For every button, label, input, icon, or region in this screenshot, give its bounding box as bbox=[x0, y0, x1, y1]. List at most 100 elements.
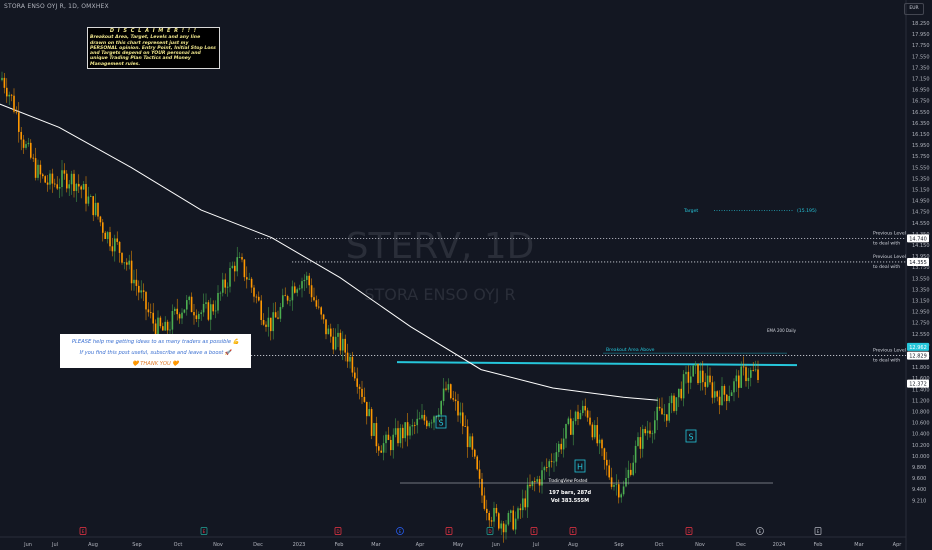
candle-body bbox=[490, 520, 493, 522]
candle-body bbox=[512, 510, 514, 530]
vol-label: Vol 383.555M bbox=[550, 498, 590, 504]
candle-body bbox=[421, 414, 423, 419]
candle-body bbox=[591, 424, 594, 438]
candle-body bbox=[202, 303, 205, 313]
candle-body bbox=[642, 429, 644, 449]
candle-body bbox=[351, 356, 354, 373]
candle-body bbox=[176, 308, 178, 315]
candle-body bbox=[320, 307, 322, 315]
candle-body bbox=[380, 450, 382, 453]
candle-body bbox=[558, 443, 560, 453]
price-tag-label: 14.355 bbox=[909, 260, 927, 266]
candle-body bbox=[123, 262, 126, 264]
event-marker-label: E bbox=[448, 529, 451, 534]
price-tick-label: 17.950 bbox=[912, 32, 930, 38]
candle-body bbox=[121, 252, 123, 263]
candle-body bbox=[502, 523, 505, 533]
currency-badge[interactable]: EUR bbox=[904, 3, 924, 15]
candle-body bbox=[620, 494, 622, 498]
candle-body bbox=[90, 196, 92, 197]
candle-body bbox=[58, 187, 61, 189]
candle-body bbox=[750, 370, 752, 378]
candle-body bbox=[140, 290, 142, 293]
candle-body bbox=[190, 296, 193, 313]
candle-body bbox=[639, 437, 642, 449]
candle-body bbox=[154, 323, 157, 336]
candle-body bbox=[519, 508, 522, 511]
event-marker-label: E bbox=[533, 529, 536, 534]
candle-body bbox=[78, 183, 80, 187]
promo-line-3: 🧡 THANK YOU 🧡 bbox=[132, 361, 179, 367]
candle-body bbox=[534, 481, 536, 482]
candle-body bbox=[56, 184, 58, 189]
event-marker bbox=[200, 527, 208, 535]
candle-body bbox=[382, 443, 385, 453]
right-shoulder-label: S bbox=[688, 433, 693, 442]
price-axis-bg bbox=[906, 0, 932, 550]
event-marker-label: E bbox=[817, 529, 820, 534]
candle-body bbox=[358, 386, 361, 389]
candle-body bbox=[231, 265, 234, 269]
price-tick-label: 12.550 bbox=[912, 332, 930, 338]
candle-body bbox=[248, 278, 250, 280]
candle-body bbox=[238, 257, 241, 258]
candle-body bbox=[514, 518, 517, 530]
candle-body bbox=[306, 275, 308, 280]
candle-body bbox=[200, 312, 202, 314]
candle-body bbox=[118, 241, 121, 253]
candle-body bbox=[8, 94, 10, 97]
candle-body bbox=[622, 486, 625, 495]
candle-body bbox=[370, 409, 373, 436]
candle-body bbox=[498, 513, 500, 529]
candle-body bbox=[608, 465, 610, 478]
candle-body bbox=[697, 363, 699, 384]
candle-body bbox=[589, 417, 591, 425]
candle-body bbox=[596, 425, 598, 444]
candle-body bbox=[584, 405, 586, 411]
price-tick-label: 15.950 bbox=[912, 143, 930, 149]
candle-body bbox=[541, 470, 543, 486]
event-marker-label: E bbox=[759, 529, 762, 534]
price-tick-label: 13.750 bbox=[912, 265, 930, 271]
candle-body bbox=[390, 439, 392, 451]
candle-body bbox=[37, 164, 39, 178]
candle-body bbox=[178, 314, 181, 319]
candle-body bbox=[471, 436, 474, 450]
candle-body bbox=[630, 469, 632, 475]
time-tick-label: 2023 bbox=[293, 542, 306, 548]
candle-body bbox=[334, 336, 337, 350]
candle-body bbox=[687, 371, 690, 383]
candle-body bbox=[738, 375, 740, 388]
candle-body bbox=[27, 142, 30, 145]
candle-body bbox=[752, 370, 754, 371]
event-marker-label: E bbox=[82, 529, 85, 534]
candle-body bbox=[680, 388, 682, 399]
candle-body bbox=[649, 430, 651, 434]
candle-body bbox=[147, 309, 150, 313]
candle-body bbox=[253, 287, 255, 297]
event-marker-label: E bbox=[203, 529, 206, 534]
candle-body bbox=[742, 366, 745, 368]
target-value: (15.195) bbox=[797, 208, 817, 214]
candle-body bbox=[560, 443, 562, 450]
price-tick-label: 9.600 bbox=[912, 476, 926, 482]
candle-body bbox=[66, 173, 68, 189]
candle-body bbox=[291, 286, 294, 301]
price-tick-label: 9.800 bbox=[912, 465, 926, 471]
candle-body bbox=[726, 394, 728, 402]
price-tick-label: 11.400 bbox=[912, 387, 930, 393]
candle-body bbox=[260, 300, 262, 320]
candle-body bbox=[740, 366, 742, 388]
candle-body bbox=[322, 314, 325, 320]
candle-body bbox=[553, 461, 555, 463]
price-tick-label: 16.750 bbox=[912, 99, 930, 105]
candle-body bbox=[339, 332, 342, 351]
candle-body bbox=[531, 481, 534, 487]
candle-body bbox=[270, 317, 272, 332]
candle-body bbox=[754, 369, 757, 371]
candle-body bbox=[735, 375, 738, 382]
candle-body bbox=[579, 412, 582, 420]
price-tick-label: 17.550 bbox=[912, 54, 930, 60]
measure-stats: 197 bars, 287d Vol 383.555M bbox=[548, 489, 592, 505]
